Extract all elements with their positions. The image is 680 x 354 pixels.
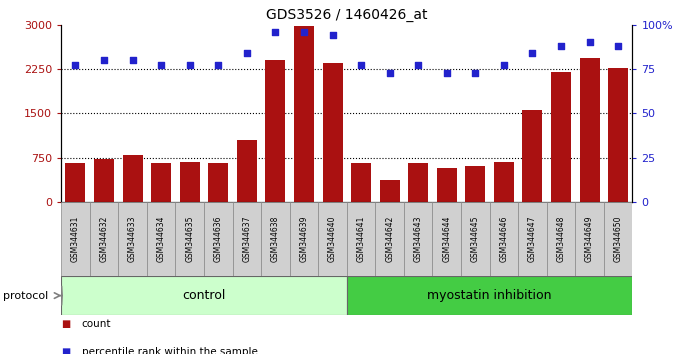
Point [213,63,224,68]
Text: GSM344647: GSM344647 [528,216,537,262]
Text: GSM344631: GSM344631 [71,216,80,262]
Bar [575,202,604,276]
Bar [375,202,404,276]
Text: GSM344639: GSM344639 [299,216,309,262]
Bar [604,202,632,276]
Point [299,29,309,35]
Bar [579,58,600,202]
Bar [461,202,490,276]
Bar [347,276,632,315]
Point [127,57,138,63]
Bar [547,202,575,276]
Text: ■: ■ [61,319,71,329]
Bar [90,202,118,276]
Bar [490,202,518,276]
Bar [347,202,375,276]
Text: GSM344650: GSM344650 [613,216,623,262]
Text: GSM344643: GSM344643 [413,216,423,262]
Point [441,70,452,75]
Point [327,33,338,38]
Bar [522,110,543,202]
Bar [94,159,114,202]
Point [470,70,481,75]
Text: percentile rank within the sample: percentile rank within the sample [82,347,258,354]
Text: GSM344632: GSM344632 [99,216,109,262]
Bar [551,72,571,202]
Bar [180,162,200,202]
Text: GSM344635: GSM344635 [185,216,194,262]
Point [184,63,195,68]
Bar [151,164,171,202]
Point [613,43,624,49]
Point [70,63,81,68]
Point [356,63,367,68]
Text: count: count [82,319,111,329]
Title: GDS3526 / 1460426_at: GDS3526 / 1460426_at [266,8,428,22]
Bar [318,202,347,276]
Point [584,40,595,45]
Bar [118,202,147,276]
Bar [518,202,547,276]
Point [384,70,395,75]
Bar [437,167,457,202]
Point [556,43,566,49]
Text: GSM344642: GSM344642 [385,216,394,262]
Bar [465,166,486,202]
Bar [122,155,143,202]
Bar [290,202,318,276]
Point [99,57,109,63]
Point [498,63,509,68]
Point [270,29,281,35]
Bar [608,68,628,202]
Point [156,63,167,68]
Bar [233,202,261,276]
Text: GSM344636: GSM344636 [214,216,223,262]
Point [241,50,252,56]
Text: myostatin inhibition: myostatin inhibition [427,289,552,302]
Text: protocol: protocol [3,291,49,301]
Bar [351,164,371,202]
Bar [237,140,257,202]
Bar [175,202,204,276]
Text: GSM344640: GSM344640 [328,216,337,262]
Bar [61,202,90,276]
Text: GSM344648: GSM344648 [556,216,566,262]
Text: GSM344637: GSM344637 [242,216,252,262]
Bar [494,162,514,202]
Bar [294,26,314,202]
Point [413,63,424,68]
Bar [204,202,233,276]
Bar [61,276,347,315]
Text: GSM344644: GSM344644 [442,216,452,262]
Bar [208,164,228,202]
Bar [379,180,400,202]
Text: control: control [182,289,226,302]
Text: GSM344633: GSM344633 [128,216,137,262]
Bar [408,164,428,202]
Bar [322,63,343,202]
Bar [432,202,461,276]
Text: GSM344646: GSM344646 [499,216,509,262]
Text: GSM344638: GSM344638 [271,216,280,262]
Bar [147,202,175,276]
Text: ■: ■ [61,347,71,354]
Text: GSM344641: GSM344641 [356,216,366,262]
Bar [265,60,286,202]
Bar [65,163,86,202]
Text: GSM344634: GSM344634 [156,216,166,262]
Text: GSM344645: GSM344645 [471,216,480,262]
Text: GSM344649: GSM344649 [585,216,594,262]
Point [527,50,538,56]
Bar [261,202,290,276]
Bar [404,202,432,276]
